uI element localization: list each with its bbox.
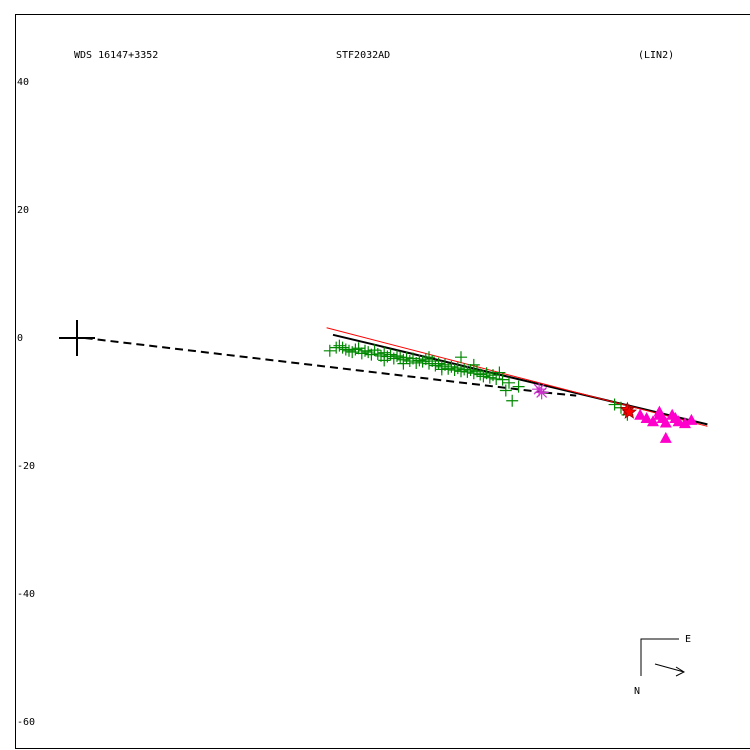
observation-plus-point	[477, 370, 490, 383]
observation-plus-point	[429, 359, 442, 372]
observation-plus-point	[336, 341, 349, 354]
y-tick-label: -20	[17, 461, 35, 472]
y-tick-label: 20	[17, 205, 29, 216]
observation-plus-point	[333, 339, 346, 352]
observation-plus-point	[435, 363, 448, 376]
observation-star-point	[621, 404, 638, 419]
observation-triangle-point	[647, 415, 659, 427]
y-tick-label: 0	[17, 333, 23, 344]
observation-plus-point	[352, 342, 365, 355]
compass-axes	[640, 638, 679, 676]
observation-plus-point	[323, 344, 336, 357]
observation-asterisk-point	[534, 385, 549, 400]
observation-triangle-point	[640, 412, 653, 423]
wds-identifier: WDS 16147+3352	[74, 50, 158, 61]
observation-plus-point	[490, 372, 503, 385]
observation-plus-point	[343, 344, 355, 357]
y-tick-label: 40	[17, 77, 29, 88]
fit-line	[332, 333, 708, 426]
observation-plus-point	[464, 364, 477, 376]
observation-plus-point	[378, 354, 391, 367]
observation-triangle-point	[679, 417, 691, 429]
observation-plus-point	[474, 368, 487, 381]
catalog-code: (LIN2)	[638, 50, 674, 61]
observation-triangle-point	[653, 408, 666, 420]
observation-plus-point	[496, 373, 509, 386]
data-points	[59, 320, 698, 443]
observation-triangle-point	[659, 431, 672, 443]
observation-plus-point	[403, 355, 416, 368]
observation-plus-point	[391, 349, 403, 362]
dashed-line	[544, 391, 577, 397]
observation-plus-point	[410, 356, 423, 369]
observation-plus-point	[397, 357, 410, 370]
observation-plus-point	[503, 376, 515, 389]
observation-plus-point	[455, 365, 467, 378]
compass-north-label: N	[634, 686, 640, 697]
observation-plus-point	[400, 351, 413, 364]
observation-plus-point	[346, 346, 359, 359]
observation-plus-point	[416, 355, 429, 368]
y-tick-label: -60	[17, 717, 35, 728]
y-axis-tick-labels: 40 20 0 -20 -40 -60	[17, 77, 35, 728]
primary-star-marker	[59, 320, 95, 356]
y-tick-label: -40	[17, 589, 35, 600]
motion-arrow-icon	[654, 663, 686, 677]
observation-plus-point	[349, 343, 362, 356]
observation-plus-point	[506, 394, 519, 407]
observation-plus-point	[608, 398, 621, 411]
observation-triangle-point	[685, 413, 698, 425]
observation-plus-point	[359, 344, 371, 357]
observation-plus-point	[471, 365, 483, 378]
observation-plus-point	[394, 351, 407, 364]
observation-triangle-point	[634, 408, 647, 420]
plot-frame	[15, 14, 750, 749]
observation-plus-point	[467, 358, 480, 371]
observation-plus-point	[432, 357, 445, 370]
observation-plus-point	[355, 347, 368, 360]
observation-plus-point	[493, 366, 506, 379]
observation-plus-point	[423, 351, 435, 364]
chart-title: STF2032AD	[336, 50, 390, 61]
observation-plus-point	[442, 362, 455, 375]
observation-plus-point	[387, 352, 400, 365]
observation-plus-point	[512, 380, 525, 393]
observation-plus-point	[445, 360, 458, 373]
observation-plus-point	[499, 384, 512, 397]
observation-plus-point	[371, 348, 384, 360]
fit-lines	[84, 327, 708, 427]
observation-plus-point	[451, 362, 464, 375]
observation-plus-point	[483, 371, 496, 384]
compass: E N	[634, 634, 691, 697]
observation-plus-point	[455, 351, 467, 364]
observation-plus-point	[362, 346, 375, 359]
fit-line	[326, 327, 708, 427]
observation-plus-point	[458, 363, 471, 376]
compass-east-label: E	[685, 634, 691, 645]
observation-triangle-point	[659, 416, 672, 428]
observation-plus-point	[413, 354, 426, 367]
observation-plus-point	[448, 364, 461, 376]
observation-triangle-point	[669, 412, 682, 423]
observation-plus-point	[461, 365, 474, 378]
